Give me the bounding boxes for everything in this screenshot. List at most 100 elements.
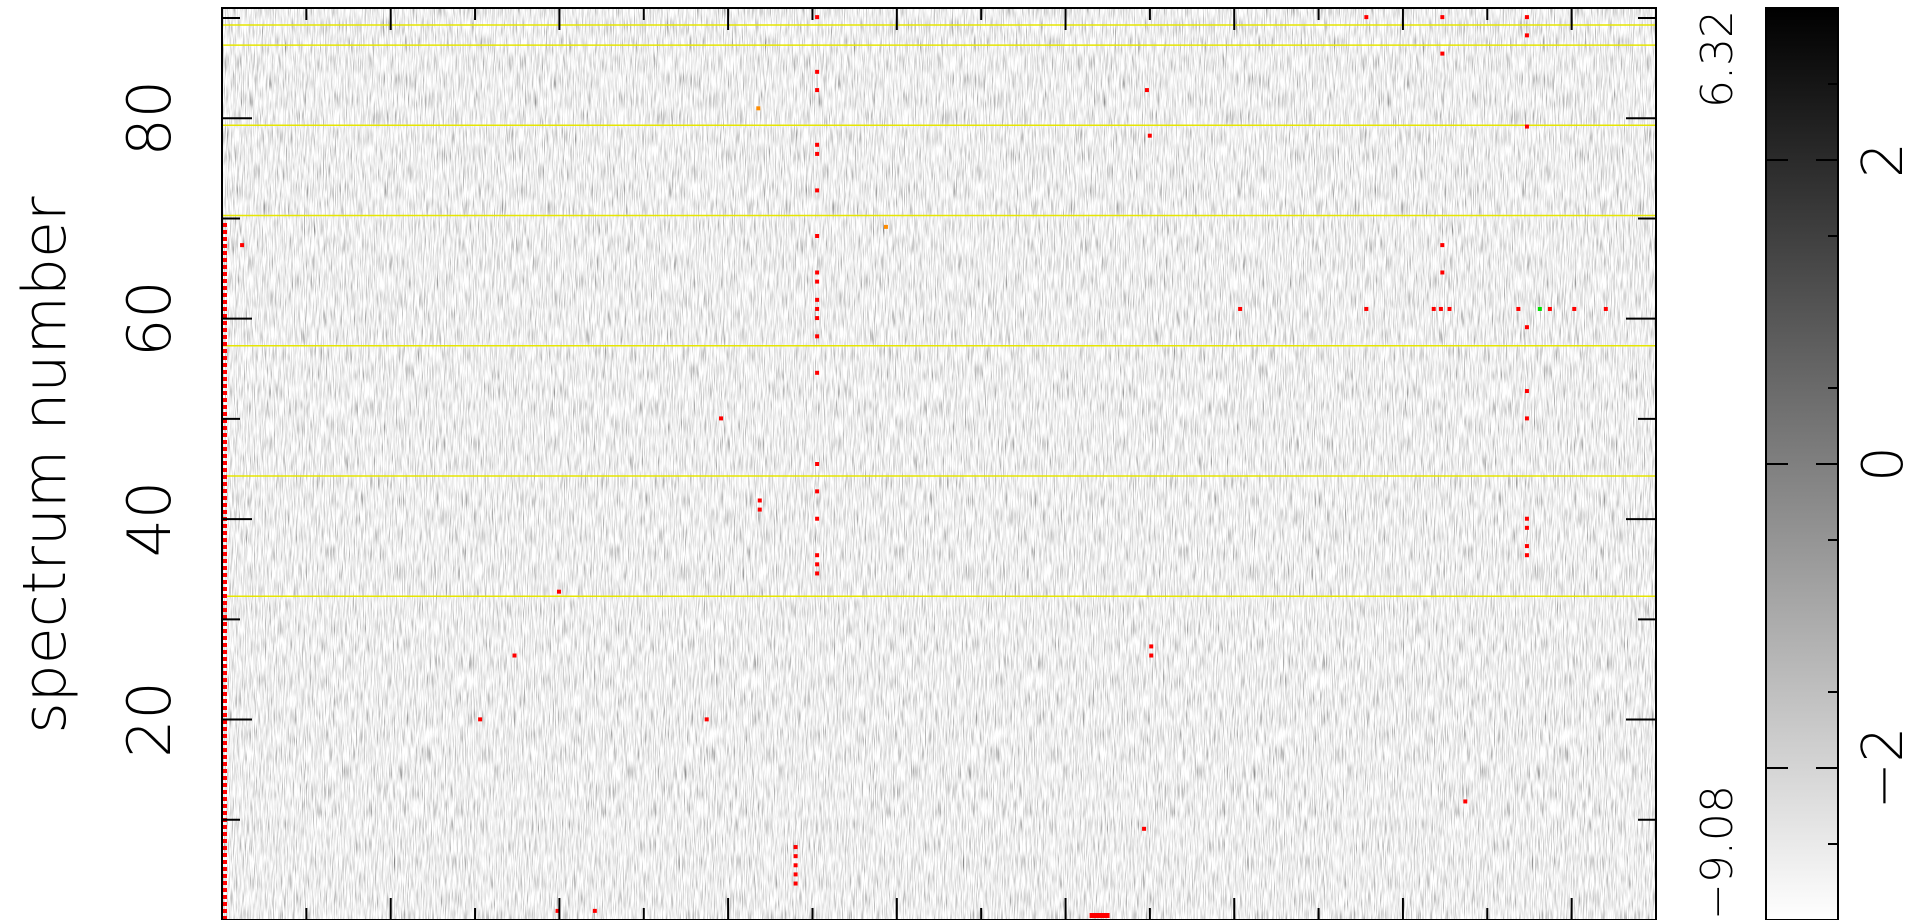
flagged-point <box>223 426 227 430</box>
flagged-point <box>1149 644 1154 649</box>
flagged-point <box>815 15 820 20</box>
flagged-point <box>223 622 227 626</box>
flagged-point <box>592 908 597 913</box>
flagged-point <box>223 825 227 829</box>
flagged-point <box>223 909 227 913</box>
flagged-point <box>223 419 227 423</box>
flagged-point <box>815 297 820 302</box>
flagged-point <box>223 272 227 276</box>
flagged-point <box>223 279 227 283</box>
flagged-point <box>223 769 227 773</box>
y-tick-label: 40 <box>115 481 185 557</box>
flagged-point <box>223 720 227 724</box>
y-tick-label: 80 <box>115 80 185 156</box>
flagged-point <box>223 314 227 318</box>
flagged-point <box>223 538 227 542</box>
flagged-point <box>223 664 227 668</box>
flagged-point <box>223 776 227 780</box>
flagged-point <box>223 300 227 304</box>
flagged-point <box>815 562 820 567</box>
flagged-point <box>223 615 227 619</box>
colorbar-ticks <box>1766 83 1838 845</box>
range-max-label: 6.32 <box>1692 10 1743 108</box>
flagged-point <box>223 433 227 437</box>
flagged-point <box>1547 306 1552 311</box>
flagged-point <box>1524 416 1529 421</box>
flagged-point <box>223 552 227 556</box>
flagged-point <box>793 854 798 859</box>
flagged-point <box>223 293 227 297</box>
flagged-point <box>815 234 820 238</box>
flagged-point <box>223 251 227 255</box>
flagged-point <box>815 553 820 558</box>
flagged-point-orange <box>756 106 761 111</box>
flagged-point <box>1440 270 1445 275</box>
flagged-point <box>815 188 820 193</box>
flagged-point <box>223 671 227 675</box>
flagged-point <box>223 643 227 647</box>
flagged-point <box>223 916 227 920</box>
flagged-point <box>1144 88 1149 93</box>
flagged-points <box>223 15 1608 920</box>
flagged-point <box>1524 15 1529 20</box>
flagged-point <box>1238 306 1243 311</box>
flagged-point <box>223 790 227 794</box>
flagged-point <box>1142 826 1147 831</box>
flagged-point <box>223 286 227 290</box>
flagged-point-orange <box>883 224 888 229</box>
flagged-point <box>1524 525 1529 530</box>
flagged-point <box>223 692 227 696</box>
flagged-point <box>757 498 762 503</box>
y-tick-label: 60 <box>115 281 185 357</box>
flagged-point <box>223 321 227 325</box>
flagged-point <box>223 454 227 458</box>
flagged-point <box>1572 306 1577 311</box>
flagged-point <box>223 503 227 507</box>
flagged-point <box>223 475 227 479</box>
flagged-point <box>223 594 227 598</box>
flagged-point <box>223 846 227 850</box>
flagged-point <box>223 384 227 388</box>
y-tick-labels: 20 40 60 80 <box>115 80 185 758</box>
flagged-point <box>1440 15 1445 20</box>
flagged-point-green <box>1537 306 1542 311</box>
flagged-point <box>223 783 227 787</box>
flagged-point <box>223 559 227 563</box>
range-min-label: −9.08 <box>1692 785 1743 920</box>
y-tick-label: 20 <box>115 681 185 757</box>
flagged-point <box>223 237 227 241</box>
flagged-point <box>223 482 227 486</box>
flagged-point <box>223 706 227 710</box>
flagged-point <box>815 316 820 321</box>
flagged-point <box>704 717 709 722</box>
flagged-point <box>223 468 227 472</box>
flagged-point <box>223 888 227 892</box>
flagged-point <box>815 489 820 494</box>
flagged-point <box>223 244 227 248</box>
flagged-point <box>223 524 227 528</box>
flagged-point <box>793 845 798 850</box>
flagged-point <box>1463 799 1468 804</box>
flagged-point <box>223 398 227 402</box>
flagged-point <box>223 496 227 500</box>
flagged-point <box>1147 133 1152 138</box>
flagged-point <box>223 839 227 843</box>
flagged-point <box>793 881 798 886</box>
flagged-point <box>223 629 227 633</box>
flagged-point <box>223 489 227 493</box>
flagged-point <box>223 699 227 703</box>
flagged-point <box>478 717 483 722</box>
flagged-point <box>223 265 227 269</box>
flagged-point <box>223 349 227 353</box>
flagged-point <box>223 811 227 815</box>
flagged-point <box>223 342 227 346</box>
colorbar-tick-label: −2 <box>1851 727 1912 810</box>
flagged-point <box>815 334 820 339</box>
colorbar-tick-labels: −2 0 2 <box>1851 142 1912 809</box>
flagged-point <box>223 461 227 465</box>
flagged-point <box>223 335 227 339</box>
flagged-point <box>223 804 227 808</box>
flagged-point <box>1524 544 1529 549</box>
